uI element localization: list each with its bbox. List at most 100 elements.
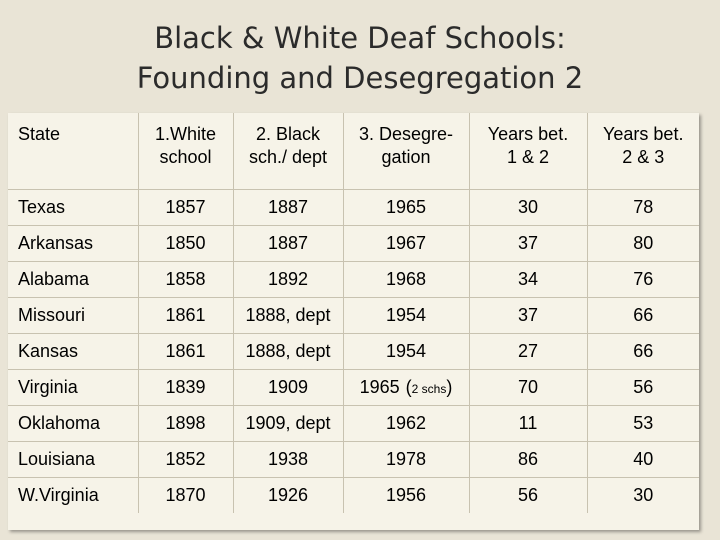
cell-state: Missouri [8, 297, 139, 334]
cell-state: Louisiana [8, 441, 139, 478]
cell-years-1-2: 34 [469, 261, 588, 298]
title-line-1: Black & White Deaf Schools: [154, 21, 566, 55]
title-line-2: Founding and Desegregation 2 [136, 61, 584, 95]
header-years-1-2-line2: 1 & 2 [506, 147, 550, 167]
cell-value: 1909, dept [245, 413, 331, 433]
cell-value: 1926 [267, 485, 309, 505]
cell-black-school: 1888, dept [233, 297, 344, 334]
cell-value: 1858 [165, 269, 206, 289]
table-row: W.Virginia 1870 1926 1956 56 30 [8, 477, 699, 513]
cell-desegregation: 1967 [343, 225, 470, 262]
cell-state: Alabama [8, 261, 139, 298]
cell-value: 1857 [165, 197, 206, 217]
cell-value: 56 [633, 377, 654, 397]
cell-white-school: 1861 [138, 297, 234, 334]
cell-years-1-2: 37 [469, 225, 588, 262]
cell-black-school: 1887 [233, 225, 344, 262]
table-row: Alabama 1858 1892 1968 34 76 [8, 261, 699, 298]
header-white-school-line2: school [159, 147, 212, 167]
cell-value: 37 [517, 305, 539, 325]
cell-value: 1888, dept [245, 305, 331, 325]
cell-state: Oklahoma [8, 405, 139, 442]
cell-value: 1956 [385, 485, 427, 505]
cell-value: 1850 [165, 233, 206, 253]
header-state: State [8, 113, 139, 190]
cell-state: Kansas [8, 333, 139, 370]
note-paren-close: ) [446, 377, 453, 397]
header-white-school-line1: 1.White [154, 124, 217, 144]
table-row: Arkansas 1850 1887 1967 37 80 [8, 225, 699, 262]
cell-white-school: 1852 [138, 441, 234, 478]
cell-white-school: 1858 [138, 261, 234, 298]
cell-years-2-3: 53 [587, 405, 699, 442]
cell-value: 1852 [165, 449, 206, 469]
cell-value: 1887 [267, 197, 309, 217]
cell-years-1-2: 11 [469, 405, 588, 442]
cell-white-school: 1861 [138, 333, 234, 370]
table-row: Oklahoma 1898 1909, dept 1962 11 53 [8, 405, 699, 442]
cell-black-school: 1926 [233, 477, 344, 513]
header-state-label: State [18, 124, 61, 144]
schools-table: State 1.White school 2. Black sch./ dept… [8, 113, 699, 513]
cell-value: 56 [517, 485, 539, 505]
cell-desegregation: 1968 [343, 261, 470, 298]
cell-value: 1954 [385, 341, 427, 361]
cell-value: 1967 [385, 233, 427, 253]
cell-value: 1892 [267, 269, 309, 289]
cell-value: W.Virginia [18, 485, 99, 505]
cell-state: W.Virginia [8, 477, 139, 513]
table-row: Kansas 1861 1888, dept 1954 27 66 [8, 333, 699, 370]
header-black-school-line1: 2. Black [255, 124, 321, 144]
cell-value: Arkansas [18, 233, 94, 253]
cell-years-1-2: 86 [469, 441, 588, 478]
header-years-2-3-line1: Years bet. [603, 124, 684, 144]
cell-value: 1839 [165, 377, 206, 397]
cell-years-2-3: 40 [587, 441, 699, 478]
cell-value: Oklahoma [18, 413, 101, 433]
cell-value: 78 [633, 197, 654, 217]
cell-years-2-3: 66 [587, 333, 699, 370]
cell-years-2-3: 78 [587, 189, 699, 226]
header-desegregation-line2: gation [381, 147, 431, 167]
header-white-school: 1.White school [138, 113, 234, 190]
cell-years-2-3: 66 [587, 297, 699, 334]
cell-value: 1962 [385, 413, 427, 433]
cell-state: Arkansas [8, 225, 139, 262]
cell-white-school: 1870 [138, 477, 234, 513]
header-desegregation-line1: 3. Desegre- [358, 124, 454, 144]
table-row: Texas 1857 1887 1965 30 78 [8, 189, 699, 226]
cell-value: 80 [633, 233, 654, 253]
header-years-1-2-line1: Years bet. [487, 124, 569, 144]
cell-value: 1888, dept [245, 341, 331, 361]
header-black-school: 2. Black sch./ dept [233, 113, 344, 190]
cell-value: 1978 [385, 449, 427, 469]
cell-state: Texas [8, 189, 139, 226]
cell-value: 66 [633, 305, 654, 325]
cell-value: 37 [517, 233, 539, 253]
cell-value: 86 [517, 449, 539, 469]
cell-value: Louisiana [18, 449, 96, 469]
cell-years-1-2: 56 [469, 477, 588, 513]
table-header-row: State 1.White school 2. Black sch./ dept… [8, 113, 699, 190]
cell-value: 1965 [359, 377, 400, 397]
cell-value: Texas [18, 197, 66, 217]
cell-value: 1887 [267, 233, 309, 253]
cell-white-school: 1898 [138, 405, 234, 442]
cell-value: 1861 [165, 341, 206, 361]
header-years-2-3: Years bet. 2 & 3 [587, 113, 699, 190]
cell-white-school: 1839 [138, 369, 234, 406]
cell-value: 30 [517, 197, 539, 217]
virginia-note: 2 schs [411, 382, 447, 396]
table-row: Missouri 1861 1888, dept 1954 37 66 [8, 297, 699, 334]
cell-value: Alabama [18, 269, 90, 289]
cell-value: 1870 [165, 485, 206, 505]
header-years-1-2: Years bet. 1 & 2 [469, 113, 588, 190]
table-row: Virginia 1839 1909 1965 (2 schs) 70 56 [8, 369, 699, 406]
cell-desegregation: 1965 [343, 189, 470, 226]
cell-desegregation: 1962 [343, 405, 470, 442]
cell-value: Virginia [18, 377, 78, 397]
cell-desegregation: 1954 [343, 333, 470, 370]
cell-value: 34 [517, 269, 539, 289]
cell-value: 70 [517, 377, 539, 397]
cell-value: 1965 [385, 197, 427, 217]
